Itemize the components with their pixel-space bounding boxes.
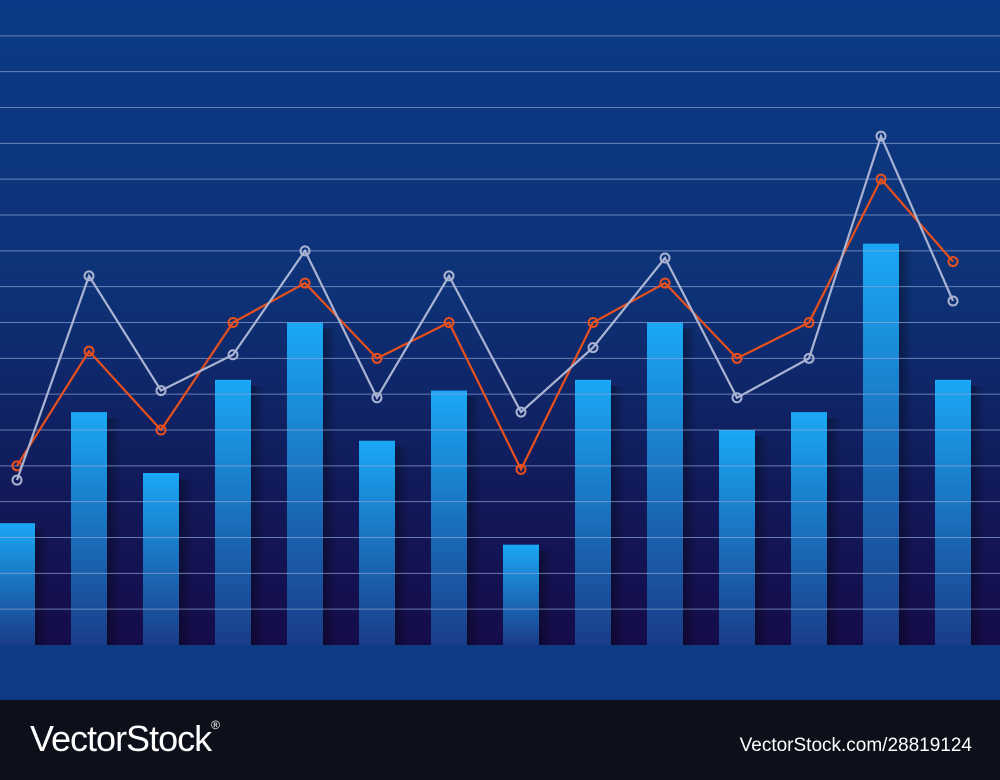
series-2-point	[371, 392, 383, 404]
series-1-point	[875, 173, 887, 185]
series-1-point	[227, 317, 239, 328]
series-2-point	[587, 342, 599, 354]
bar-shadow	[467, 396, 481, 645]
series-2-point	[443, 270, 455, 282]
bar-5	[287, 322, 323, 645]
bar-6	[359, 440, 395, 645]
bar-shadow	[35, 529, 49, 645]
bar-line-chart	[0, 35, 1000, 645]
series-1-point	[515, 463, 527, 475]
bar-1	[0, 523, 35, 645]
bar-shadow	[251, 385, 265, 645]
bar-shadow	[179, 479, 193, 645]
series-2-point	[11, 474, 23, 486]
series-1-point	[803, 317, 815, 328]
bar-8	[503, 544, 539, 645]
series-2-point	[947, 295, 959, 307]
bar-3	[143, 473, 179, 645]
series-2-point	[83, 270, 95, 282]
registered-mark: ®	[211, 718, 220, 732]
bar-shadow	[611, 385, 625, 645]
series-1-point	[731, 352, 743, 364]
series-1-point	[443, 317, 455, 328]
bar-7	[431, 390, 467, 645]
bar-shadow	[899, 249, 913, 645]
bar-shadow	[539, 550, 553, 645]
bar-shadow	[971, 385, 985, 645]
series-line-2	[15, 133, 955, 481]
series-2-point	[299, 245, 311, 257]
chart-area	[0, 0, 1000, 645]
brand-logo: VectorStock®	[30, 718, 220, 760]
bar-shadow	[755, 436, 769, 645]
bar-shadow	[395, 446, 409, 645]
footer-bar: VectorStock® VectorStock.com/28819124	[0, 700, 1000, 780]
series-2-point	[875, 130, 887, 142]
series-1-point	[947, 256, 959, 268]
bar-shadow	[683, 328, 697, 645]
chart-base-band	[0, 645, 1000, 700]
series-2-point	[659, 252, 671, 264]
series-2-point	[803, 352, 815, 364]
series-2-point	[731, 392, 743, 404]
series-1-point	[587, 317, 599, 328]
series-1-point	[83, 345, 95, 357]
bar-shadow	[107, 418, 121, 645]
bar-12	[791, 412, 827, 645]
bar-2	[71, 412, 107, 645]
series-2-point	[515, 406, 527, 418]
bar-4	[215, 379, 251, 645]
bar-10	[647, 322, 683, 645]
series-line-1	[16, 177, 954, 472]
series-1-point	[659, 277, 671, 289]
series-1-point	[299, 277, 311, 289]
bar-13	[863, 243, 899, 645]
series-1-point	[371, 352, 383, 364]
bar-shadow	[827, 418, 841, 645]
image-id: VectorStock.com/28819124	[739, 735, 972, 756]
bar-shadow	[323, 328, 337, 645]
series-2-point	[155, 385, 167, 397]
series-1-point	[155, 424, 167, 436]
bar-14	[935, 379, 971, 645]
series-2-point	[227, 349, 239, 361]
bar-9	[575, 379, 611, 645]
brand-name: VectorStock	[30, 718, 212, 759]
